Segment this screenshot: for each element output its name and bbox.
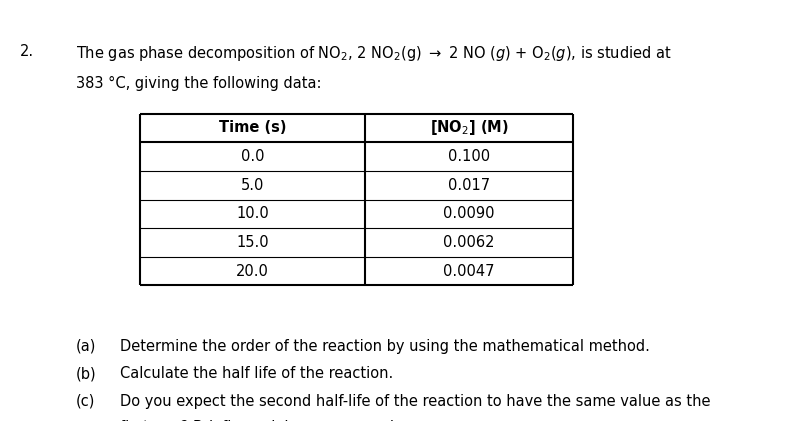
Text: first one? Briefly explain your reasoning.: first one? Briefly explain your reasonin… [120, 420, 418, 421]
Text: 0.017: 0.017 [448, 178, 490, 193]
Text: (b): (b) [76, 366, 97, 381]
Text: 0.0062: 0.0062 [444, 235, 495, 250]
Text: The gas phase decomposition of NO$_2$, 2 NO$_2$(g) $\rightarrow$ 2 NO $(g)$ + O$: The gas phase decomposition of NO$_2$, 2… [76, 44, 672, 63]
Text: 5.0: 5.0 [241, 178, 265, 193]
Text: 2.: 2. [20, 44, 34, 59]
Text: [NO$_2$] (M): [NO$_2$] (M) [430, 118, 508, 138]
Text: 383 °C, giving the following data:: 383 °C, giving the following data: [76, 76, 322, 91]
Text: Calculate the half life of the reaction.: Calculate the half life of the reaction. [120, 366, 394, 381]
Text: 10.0: 10.0 [237, 206, 269, 221]
Text: 20.0: 20.0 [237, 264, 269, 279]
Text: (c): (c) [76, 394, 95, 409]
Text: 0.100: 0.100 [448, 149, 490, 164]
Text: 0.0: 0.0 [241, 149, 265, 164]
Text: 15.0: 15.0 [237, 235, 269, 250]
Text: Do you expect the second half-life of the reaction to have the same value as the: Do you expect the second half-life of th… [120, 394, 711, 409]
Text: Time (s): Time (s) [219, 120, 286, 136]
Text: (a): (a) [76, 339, 96, 354]
Text: Determine the order of the reaction by using the mathematical method.: Determine the order of the reaction by u… [120, 339, 650, 354]
Text: 0.0047: 0.0047 [444, 264, 495, 279]
Text: 0.0090: 0.0090 [444, 206, 495, 221]
